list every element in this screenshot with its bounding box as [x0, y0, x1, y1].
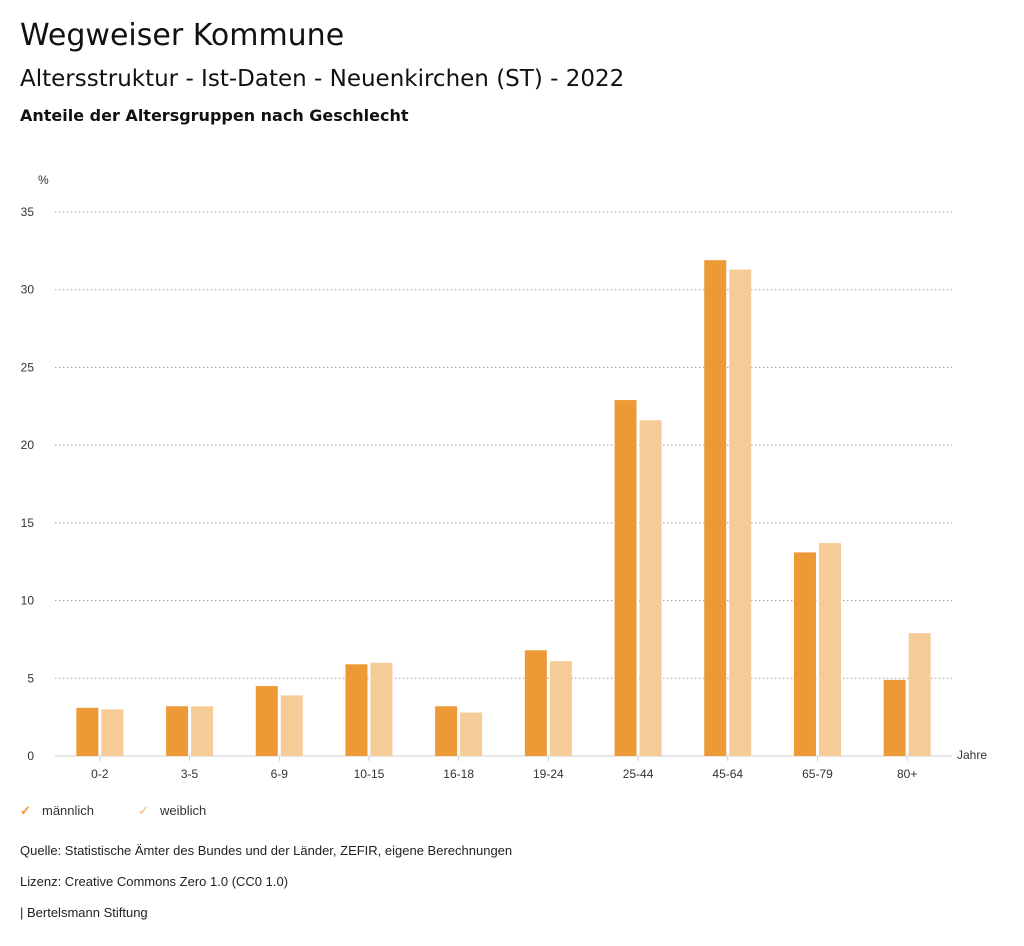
y-tick-label: 35	[21, 205, 35, 219]
brand-note: | Bertelsmann Stiftung	[20, 905, 148, 920]
bar-maennlich	[704, 260, 727, 756]
x-tick-label: 80+	[897, 767, 917, 781]
bar-chart: % 0 5 10 15 20 25 30 35 Jahre 0-2 3-5 6-9 10-15 16-18 1…	[21, 173, 988, 781]
checkmark-icon: ✓	[138, 803, 149, 818]
chart-subtitle: Altersstruktur - Ist-Daten - Neuenkirche…	[20, 66, 625, 92]
x-tick-label: 25-44	[623, 767, 654, 781]
y-axis-unit-label: %	[38, 173, 49, 187]
x-tick-label: 10-15	[354, 767, 385, 781]
bar-weiblich	[549, 661, 572, 756]
y-tick-label: 30	[21, 283, 35, 297]
bar-maennlich	[435, 706, 458, 756]
x-tick-label: 16-18	[443, 767, 474, 781]
bar-weiblich	[370, 662, 393, 756]
y-tick-label: 10	[21, 594, 35, 608]
bar-weiblich	[191, 706, 214, 756]
legend-label: männlich	[42, 803, 95, 818]
source-note: Quelle: Statistische Ämter des Bundes un…	[20, 843, 513, 858]
bar-weiblich	[280, 695, 303, 756]
legend-item-weiblich[interactable]: ✓ weiblich	[138, 803, 206, 819]
y-tick-label: 20	[21, 438, 35, 452]
legend-label: weiblich	[160, 803, 207, 818]
chart-description: Anteile der Altersgruppen nach Geschlech…	[20, 106, 409, 125]
legend-item-maennlich[interactable]: ✓ männlich	[20, 803, 94, 819]
x-tick-label: 65-79	[802, 767, 833, 781]
x-axis-label: Jahre	[957, 748, 987, 762]
checkmark-icon: ✓	[20, 803, 31, 818]
bar-maennlich	[793, 552, 816, 756]
x-tick-label: 45-64	[712, 767, 743, 781]
x-tick-label: 0-2	[91, 767, 109, 781]
bar-maennlich	[76, 707, 99, 756]
bar-weiblich	[908, 633, 931, 756]
bar-maennlich	[166, 706, 189, 756]
bar-maennlich	[255, 686, 278, 756]
y-tick-label: 15	[21, 516, 35, 530]
bar-weiblich	[729, 269, 752, 756]
bar-weiblich	[101, 709, 124, 756]
page-title: Wegweiser Kommune	[20, 18, 345, 53]
x-tick-label: 19-24	[533, 767, 564, 781]
bar-weiblich	[639, 420, 662, 756]
bar-maennlich	[524, 650, 547, 756]
bar-maennlich	[883, 679, 906, 756]
license-note: Lizenz: Creative Commons Zero 1.0 (CC0 1…	[20, 874, 289, 889]
x-tick-label: 3-5	[181, 767, 199, 781]
x-tick-label: 6-9	[271, 767, 289, 781]
bar-weiblich	[818, 543, 841, 756]
y-tick-label: 0	[27, 749, 34, 763]
bar-maennlich	[345, 664, 368, 756]
y-tick-label: 5	[27, 671, 34, 685]
bar-weiblich	[460, 712, 483, 756]
bar-maennlich	[614, 400, 637, 756]
y-tick-label: 25	[21, 360, 35, 374]
